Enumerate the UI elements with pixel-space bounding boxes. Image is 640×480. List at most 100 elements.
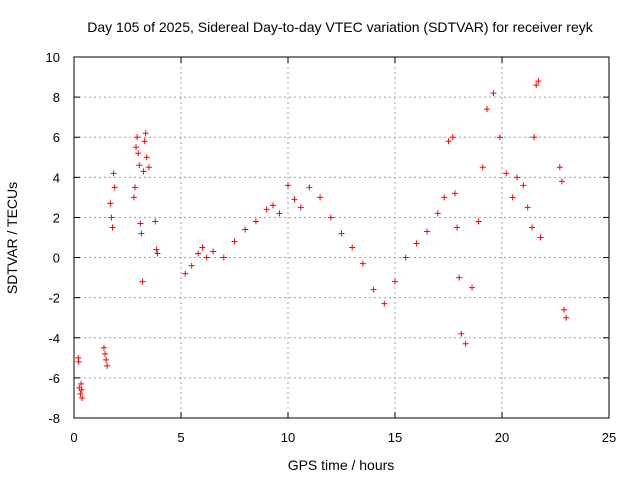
- y-tick-label: 8: [53, 90, 60, 105]
- data-point-marker: [537, 234, 544, 241]
- data-points: [75, 78, 570, 401]
- data-point-marker: [154, 250, 161, 257]
- data-point-marker: [153, 246, 160, 253]
- data-point-marker: [270, 202, 277, 209]
- data-point-marker: [531, 134, 538, 141]
- data-point-marker: [359, 260, 366, 267]
- data-point-marker: [496, 134, 503, 141]
- y-tick-label: 0: [53, 251, 60, 266]
- y-axis-label: SDTVAR / TECUs: [4, 182, 20, 294]
- data-point-marker: [402, 254, 409, 261]
- x-tick-labels: 0 5 10 15 20 25: [70, 430, 616, 445]
- data-point-marker: [381, 300, 388, 307]
- data-point-marker: [285, 182, 291, 189]
- data-point-marker: [78, 386, 85, 393]
- data-point-marker: [434, 210, 441, 217]
- data-point-marker: [77, 390, 84, 397]
- data-point-marker: [109, 224, 116, 231]
- x-tick-label: 20: [495, 430, 509, 445]
- x-tick-label: 0: [70, 430, 77, 445]
- data-point-marker: [135, 150, 142, 157]
- data-point-marker: [133, 144, 140, 151]
- data-point-marker: [182, 270, 189, 277]
- data-point-marker: [317, 194, 324, 201]
- data-point-marker: [556, 164, 563, 171]
- data-point-marker: [528, 224, 535, 231]
- data-point-marker: [490, 90, 497, 97]
- data-point-marker: [231, 238, 238, 245]
- data-point-marker: [143, 154, 150, 161]
- y-tick-label: -8: [48, 411, 60, 426]
- data-point-marker: [210, 248, 217, 255]
- data-point-marker: [242, 226, 249, 233]
- data-point-marker: [291, 196, 298, 203]
- x-axis-label: GPS time / hours: [288, 457, 395, 473]
- data-point-marker: [441, 194, 448, 201]
- data-point-marker: [137, 220, 144, 227]
- data-point-marker: [327, 214, 334, 221]
- data-point-marker: [220, 254, 227, 261]
- data-point-marker: [100, 344, 107, 351]
- data-point-marker: [203, 254, 210, 261]
- data-point-marker: [561, 306, 568, 313]
- chart-title: Day 105 of 2025, Sidereal Day-to-day VTE…: [87, 19, 593, 35]
- data-point-marker: [563, 314, 570, 321]
- x-tick-label: 5: [177, 430, 184, 445]
- data-point-marker: [110, 170, 117, 177]
- data-point-marker: [103, 356, 110, 363]
- data-point-marker: [111, 184, 118, 191]
- data-point-marker: [509, 194, 516, 201]
- plot-area-border: [73, 56, 610, 419]
- y-tick-label: 10: [46, 50, 60, 65]
- data-point-marker: [458, 330, 465, 337]
- data-point-marker: [134, 134, 141, 141]
- y-tick-labels: -8 -6 -4 -2 0 2 4 6 8 10: [46, 50, 60, 426]
- data-point-marker: [524, 204, 531, 211]
- data-point-marker: [469, 284, 476, 291]
- data-point-marker: [306, 184, 313, 191]
- data-point-marker: [152, 218, 159, 225]
- data-point-marker: [484, 106, 491, 113]
- data-point-marker: [130, 194, 137, 201]
- x-tick-label: 10: [281, 430, 295, 445]
- data-point-marker: [108, 214, 115, 221]
- data-point-marker: [349, 244, 356, 251]
- data-point-marker: [263, 206, 270, 213]
- data-point-marker: [445, 138, 452, 145]
- data-point-marker: [456, 274, 463, 281]
- data-point-marker: [520, 182, 527, 189]
- data-point-marker: [145, 164, 152, 171]
- data-point-marker: [513, 174, 520, 181]
- data-point-marker: [138, 230, 145, 237]
- data-point-marker: [131, 184, 138, 191]
- data-point-marker: [139, 278, 146, 285]
- data-point-marker: [142, 130, 149, 137]
- data-point-marker: [503, 170, 510, 177]
- data-point-marker: [424, 228, 431, 235]
- y-tick-label: -4: [48, 331, 60, 346]
- data-point-marker: [140, 168, 147, 175]
- data-point-marker: [454, 224, 461, 231]
- x-tick-label: 15: [388, 430, 402, 445]
- chart-ticks: [73, 56, 610, 419]
- data-point-marker: [462, 340, 469, 347]
- data-point-marker: [276, 210, 283, 217]
- data-point-marker: [252, 218, 259, 225]
- data-point-marker: [79, 394, 86, 401]
- data-point-marker: [195, 250, 202, 257]
- data-point-marker: [413, 240, 420, 247]
- data-point-marker: [558, 178, 565, 185]
- data-point-marker: [449, 134, 456, 141]
- data-point-marker: [104, 362, 111, 369]
- x-tick-label: 25: [602, 430, 616, 445]
- y-tick-label: -2: [48, 291, 60, 306]
- data-point-marker: [297, 204, 304, 211]
- data-point-marker: [475, 218, 482, 225]
- data-point-marker: [479, 164, 486, 171]
- data-point-marker: [451, 190, 458, 197]
- data-point-marker: [535, 78, 542, 85]
- data-point-marker: [102, 350, 109, 357]
- data-point-marker: [188, 262, 195, 269]
- y-tick-label: 4: [53, 170, 60, 185]
